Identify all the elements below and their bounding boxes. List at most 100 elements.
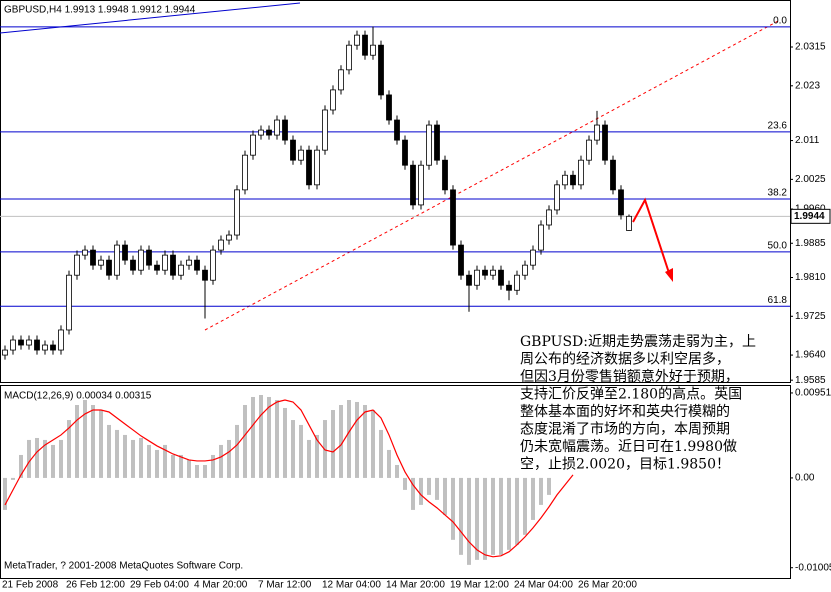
macd-bar	[155, 449, 159, 478]
note-line: 仍未宽幅震荡。近日可在1.9980做	[520, 438, 737, 455]
candle-body	[90, 249, 96, 266]
candle-body	[602, 124, 608, 161]
macd-bar	[163, 444, 167, 478]
candle-body	[378, 44, 384, 96]
candle-body	[322, 109, 328, 151]
macd-bar	[539, 477, 543, 505]
macd-bar	[27, 439, 31, 478]
x-tick-label: 26 Mar 20:00	[578, 580, 637, 591]
macd-bar	[219, 444, 223, 478]
macd-bar	[195, 464, 199, 478]
y-tick-label: 1.9725	[795, 311, 826, 322]
macd-bar	[99, 410, 103, 478]
note-line: 周公布的经济数据多以利空居多，	[520, 351, 730, 368]
macd-bar	[291, 420, 295, 478]
candle-body	[370, 44, 376, 56]
candle-body	[306, 149, 312, 186]
candle-body	[530, 249, 536, 266]
macd-bar	[83, 400, 87, 478]
candle-body	[282, 119, 288, 141]
x-tick-label: 7 Mar 12:00	[258, 580, 312, 591]
x-tick-label: 21 Feb 2008	[2, 580, 59, 591]
signal-line	[4, 399, 574, 558]
candle-body	[50, 344, 56, 351]
candle-body	[178, 264, 184, 276]
candle-body	[466, 274, 472, 286]
macd-bar	[467, 477, 471, 565]
candle-body	[538, 224, 544, 251]
y-tick-label: 2.011	[795, 135, 820, 146]
macd-bar	[347, 400, 351, 478]
macd-bar	[307, 439, 311, 478]
macd-bar	[67, 420, 71, 478]
macd-bar	[475, 477, 479, 560]
candle-body	[82, 249, 88, 256]
macd-bar	[3, 477, 7, 510]
candle-body	[18, 339, 24, 346]
candle-body	[514, 274, 520, 291]
macd-bar	[235, 424, 239, 478]
main-panel-frame	[0, 0, 791, 383]
macd-panel: 0.00951 0.00 -0.01005	[3, 388, 831, 573]
candle-body	[498, 269, 504, 286]
macd-bar	[227, 439, 231, 478]
candle-body	[234, 189, 240, 236]
fib-level-label: 0.0	[773, 16, 787, 27]
x-tick-label: 12 Mar 04:00	[322, 580, 381, 591]
note-line: 但因3月份零售销额意外好于预期，	[520, 368, 739, 385]
candle-body	[26, 339, 32, 346]
candle-body	[578, 159, 584, 186]
candle-body	[458, 244, 464, 276]
candle-body	[250, 134, 256, 156]
candle-body	[330, 89, 336, 111]
note-line: 态度混淆了市场的方向，本周预期	[520, 421, 730, 438]
note-line: 整体基本面的好坏和英央行模糊的	[520, 403, 730, 420]
y-tick-label: 1.9640	[795, 350, 826, 361]
candle-body	[618, 189, 624, 216]
macd-bar	[147, 444, 151, 478]
macd-bar	[371, 410, 375, 478]
y-tick-label: -0.01005	[795, 562, 831, 573]
candle-body	[562, 174, 568, 186]
candle-body	[154, 264, 160, 271]
macd-bar	[451, 477, 455, 540]
candle-body	[386, 94, 392, 121]
chart-title: GBPUSD,H4 1.9913 1.9948 1.9912 1.9944	[4, 5, 196, 16]
macd-bar	[107, 424, 111, 478]
macd-bar	[243, 405, 247, 478]
macd-bar	[267, 396, 271, 478]
candle-body	[34, 339, 40, 351]
macd-bar	[507, 477, 511, 550]
price-panel: 2.03152.0232.0112.00251.99601.98851.9810…	[0, 16, 831, 591]
macd-bar	[75, 405, 79, 478]
macd-bar	[131, 439, 135, 478]
candle-body	[74, 254, 80, 276]
forecast-arrow	[632, 197, 671, 277]
candle-body	[522, 264, 528, 276]
x-tick-label: 24 Mar 04:00	[514, 580, 573, 591]
macd-bar	[11, 477, 15, 480]
x-tick-label: 29 Feb 04:00	[130, 580, 189, 591]
candle-body	[2, 349, 8, 356]
fib-level-label: 23.6	[768, 121, 788, 132]
x-tick-label: 4 Mar 20:00	[194, 580, 248, 591]
candle-body	[418, 164, 424, 206]
macd-bar	[203, 464, 207, 478]
macd-bar	[51, 444, 55, 478]
candle-body	[338, 69, 344, 91]
macd-bar	[323, 420, 327, 478]
candle-body	[194, 259, 200, 271]
candle-body	[626, 215, 632, 231]
candle-body	[594, 124, 600, 141]
x-tick-label: 19 Mar 12:00	[450, 580, 509, 591]
candle-body	[490, 269, 496, 276]
macd-bar	[19, 454, 23, 478]
macd-bar	[491, 477, 495, 555]
candle-body	[402, 139, 408, 166]
candle-body	[298, 149, 304, 161]
trend-line	[0, 2, 301, 34]
candle-body	[130, 259, 136, 271]
candle-body	[242, 154, 248, 191]
